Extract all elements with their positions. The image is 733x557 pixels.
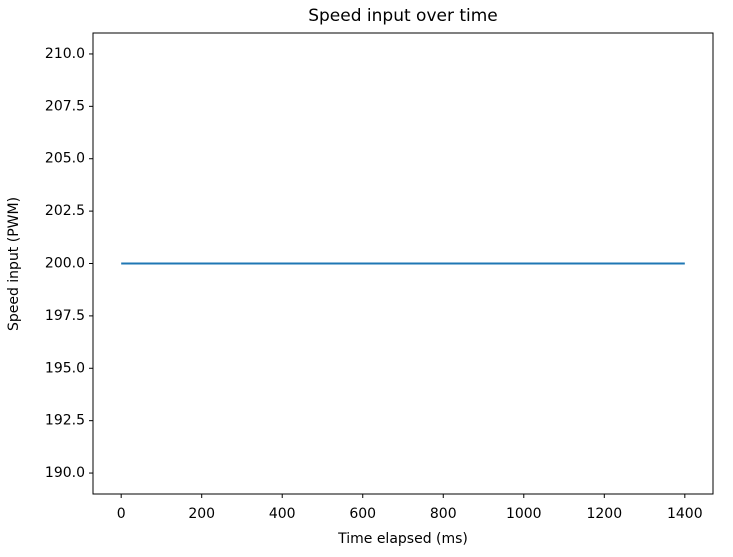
y-axis-label: Speed input (PWM): [6, 197, 22, 331]
x-tick-label: 1000: [506, 506, 542, 522]
y-tick-label: 202.5: [45, 203, 85, 219]
x-tick-label: 400: [269, 506, 296, 522]
y-tick-label: 190.0: [45, 465, 85, 481]
y-tick-label: 200.0: [45, 256, 85, 272]
x-tick-label: 800: [430, 506, 457, 522]
x-tick-label: 600: [349, 506, 376, 522]
y-tick-label: 195.0: [45, 360, 85, 376]
y-tick-label: 197.5: [45, 308, 85, 324]
x-tick-label: 1400: [667, 506, 703, 522]
y-tick-label: 192.5: [45, 413, 85, 429]
plot-frame: [92, 32, 714, 495]
chart-title: Speed input over time: [308, 6, 498, 26]
y-tick-label: 207.5: [45, 98, 85, 114]
y-tick-label: 205.0: [45, 151, 85, 167]
y-tick-label: 210.0: [45, 46, 85, 62]
x-axis-label: Time elapsed (ms): [337, 531, 468, 547]
x-tick-label: 0: [117, 506, 126, 522]
x-tick-label: 200: [188, 506, 215, 522]
x-tick-label: 1200: [586, 506, 622, 522]
